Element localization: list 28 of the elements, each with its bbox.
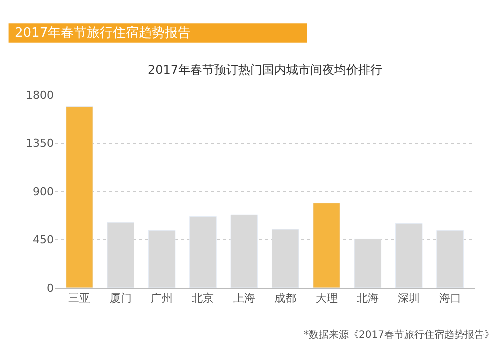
bar xyxy=(313,203,340,288)
x-tick-label: 三亚 xyxy=(68,292,91,306)
chart-subtitle: 2017年春节预订热门国内城市间夜均价排行 xyxy=(148,63,383,77)
bar xyxy=(230,214,258,288)
text: *数据来源《2017春节旅行住宿趋势报告》 xyxy=(304,329,494,341)
x-tick-label: 广州 xyxy=(151,292,174,306)
bar xyxy=(148,230,176,288)
y-tick-label: 1350 xyxy=(26,137,54,150)
x-tick-label: 厦门 xyxy=(110,292,132,306)
x-tick-label: 海口 xyxy=(439,292,462,306)
bar xyxy=(354,238,382,288)
x-tick-label: 上海 xyxy=(233,292,256,306)
bar xyxy=(190,216,217,288)
bar xyxy=(66,106,94,288)
y-tick-label: 0 xyxy=(47,282,54,295)
y-tick-label: 1800 xyxy=(26,88,54,102)
x-tick-label: 成都 xyxy=(274,292,297,306)
chart-title: 2017年春节旅行住宿趋势报告 xyxy=(15,25,192,41)
x-tick-label: 北京 xyxy=(192,292,214,306)
x-tick-label: 北海 xyxy=(356,292,379,306)
x-tick-label: 大理 xyxy=(316,292,338,306)
x-tick-label: 深圳 xyxy=(398,292,420,306)
bar xyxy=(436,230,464,288)
bar xyxy=(272,229,300,288)
bar xyxy=(107,222,135,288)
y-tick-label: 450 xyxy=(33,234,54,247)
bar xyxy=(395,223,423,288)
y-tick-label: 900 xyxy=(33,185,54,198)
